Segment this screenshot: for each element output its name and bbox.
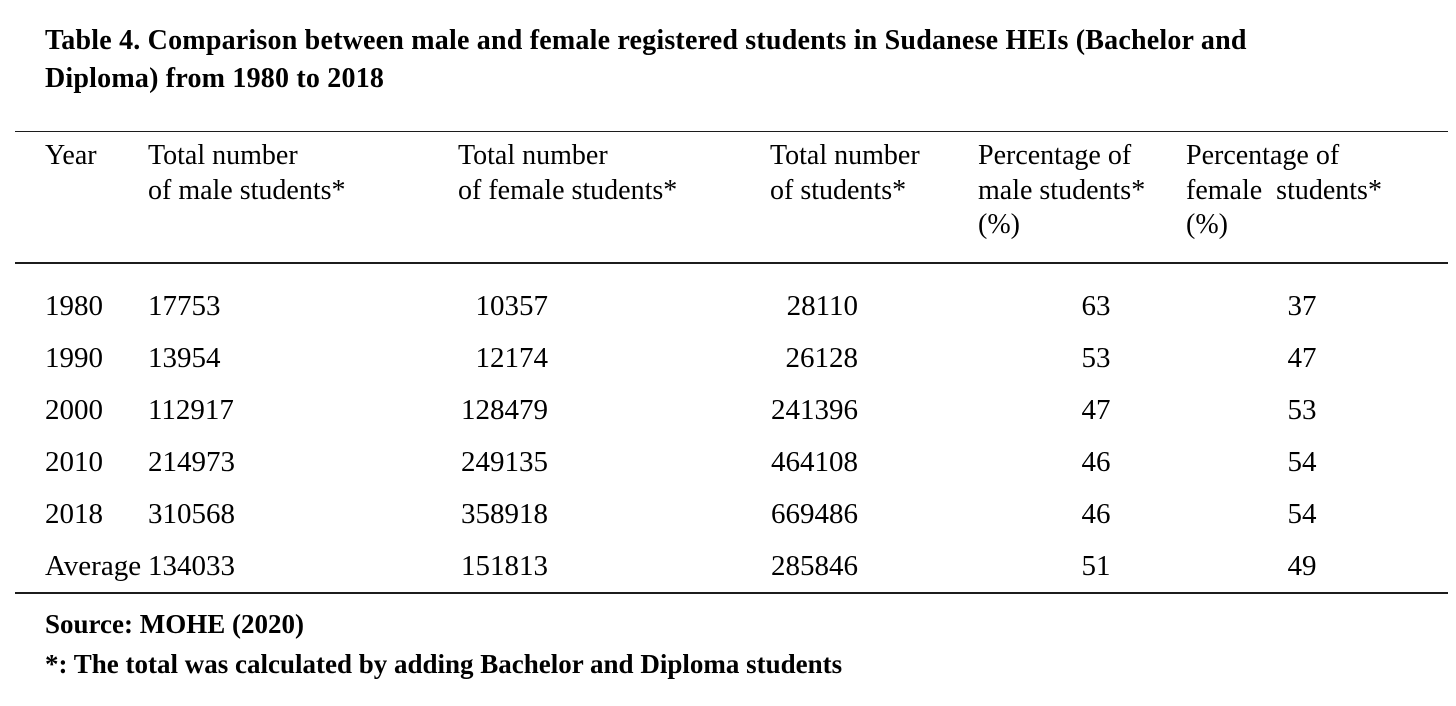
- cell-students-total: 26128: [785, 341, 859, 374]
- column-header-male-percentage: Percentage of male students* (%): [978, 131, 1186, 264]
- cell-female-total: 10357: [475, 289, 549, 322]
- cell-male-total: 17753: [148, 289, 221, 322]
- cell-male-pct: 53: [1081, 341, 1111, 374]
- column-header-students-total: Total number of students*: [770, 131, 978, 264]
- cell-students-total: 464108: [771, 445, 858, 478]
- cell-year: 1980: [45, 289, 103, 322]
- column-header-year: Year: [15, 131, 148, 264]
- cell-female-total: 249135: [461, 445, 548, 478]
- cell-year: 2018: [45, 497, 103, 530]
- cell-female-pct: 54: [1287, 497, 1317, 530]
- table-row: 2000 112917 128479 241396 47 53: [15, 384, 1448, 436]
- table-body: 1980 17753 10357 28110 63 37 1990 13954 12174 261…: [15, 263, 1448, 593]
- cell-male-total: 214973: [148, 445, 235, 478]
- column-header-female-total: Total number of female students*: [458, 131, 770, 264]
- source-line: Source: MOHE (2020): [45, 608, 304, 639]
- cell-male-pct: 63: [1081, 289, 1111, 322]
- table-row: 2018 310568 358918 669486 46 54: [15, 488, 1448, 540]
- cell-male-pct: 51: [1081, 549, 1111, 582]
- footnote-line: *: The total was calculated by adding Ba…: [45, 648, 843, 679]
- column-header-female-percentage: Percentage of female students* (%): [1186, 131, 1448, 264]
- comparison-table: Year Total number of male students* Tota…: [15, 131, 1448, 594]
- cell-students-total: 669486: [771, 497, 858, 530]
- cell-male-total: 13954: [148, 341, 221, 374]
- cell-year: 1990: [45, 341, 103, 374]
- cell-female-total: 12174: [475, 341, 549, 374]
- table-row: Average 134033 151813 285846 51 49: [15, 540, 1448, 593]
- cell-male-pct: 47: [1081, 393, 1111, 426]
- cell-year: 2010: [45, 445, 103, 478]
- cell-students-total: 285846: [771, 549, 858, 582]
- document-page: Table 4. Comparison between male and fem…: [15, 25, 1448, 679]
- cell-male-pct: 46: [1081, 445, 1111, 478]
- cell-male-total: 112917: [148, 393, 234, 426]
- table-row: 1990 13954 12174 26128 53 47: [15, 332, 1448, 384]
- cell-female-pct: 47: [1287, 341, 1317, 374]
- cell-male-total: 310568: [148, 497, 235, 530]
- cell-female-pct: 37: [1287, 289, 1317, 322]
- cell-male-pct: 46: [1081, 497, 1111, 530]
- cell-male-total: 134033: [148, 549, 235, 582]
- table-title: Table 4. Comparison between male and fem…: [45, 25, 1247, 94]
- cell-students-total: 241396: [771, 393, 858, 426]
- cell-students-total: 28110: [786, 289, 858, 322]
- table-row: 1980 17753 10357 28110 63 37: [15, 263, 1448, 332]
- table-header-row: Year Total number of male students* Tota…: [15, 131, 1448, 264]
- cell-female-total: 151813: [461, 549, 548, 582]
- cell-female-pct: 54: [1287, 445, 1317, 478]
- cell-female-pct: 49: [1287, 549, 1317, 582]
- cell-year: 2000: [45, 393, 103, 426]
- cell-year: Average: [45, 549, 142, 582]
- cell-female-total: 358918: [461, 497, 548, 530]
- cell-female-pct: 53: [1287, 393, 1317, 426]
- table-row: 2010 214973 249135 464108 46 54: [15, 436, 1448, 488]
- column-header-male-total: Total number of male students*: [148, 131, 458, 264]
- cell-female-total: 128479: [461, 393, 548, 426]
